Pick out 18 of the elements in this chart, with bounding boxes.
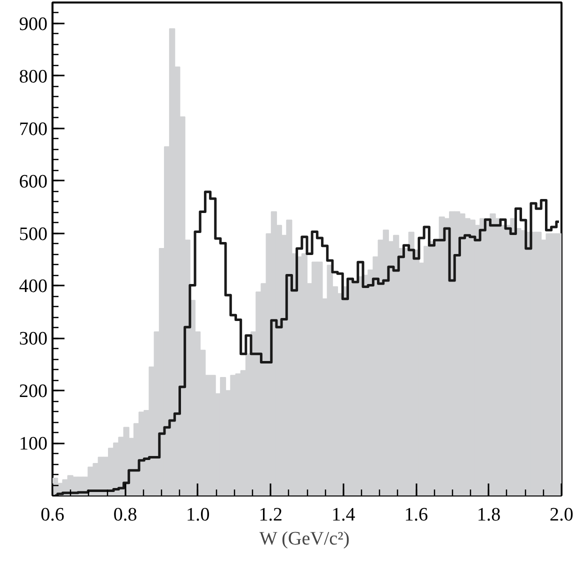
x-tick-label: 1.4	[331, 504, 356, 526]
y-tick-label: 300	[19, 328, 48, 350]
y-tick-label: 200	[19, 381, 48, 402]
y-tick-label: 800	[19, 66, 48, 88]
x-tick-label: 0.8	[113, 504, 138, 526]
x-tick-label: 1.0	[186, 504, 210, 526]
x-tick-label: 0.6	[40, 504, 64, 526]
x-tick-label: 1.6	[404, 504, 428, 526]
y-tick-label: 500	[19, 224, 48, 245]
y-tick-label: 900	[19, 14, 48, 35]
x-tick-label: 2.0	[550, 504, 574, 526]
y-tick-label: 700	[19, 118, 48, 140]
y-tick-label: 100	[19, 434, 48, 455]
x-tick-label: 1.8	[476, 504, 501, 526]
x-tick-label: 1.2	[258, 504, 283, 526]
y-tick-label: 600	[19, 171, 48, 192]
x-axis-title: W (GeV/c²)	[259, 528, 350, 550]
y-tick-label: 400	[19, 276, 48, 298]
